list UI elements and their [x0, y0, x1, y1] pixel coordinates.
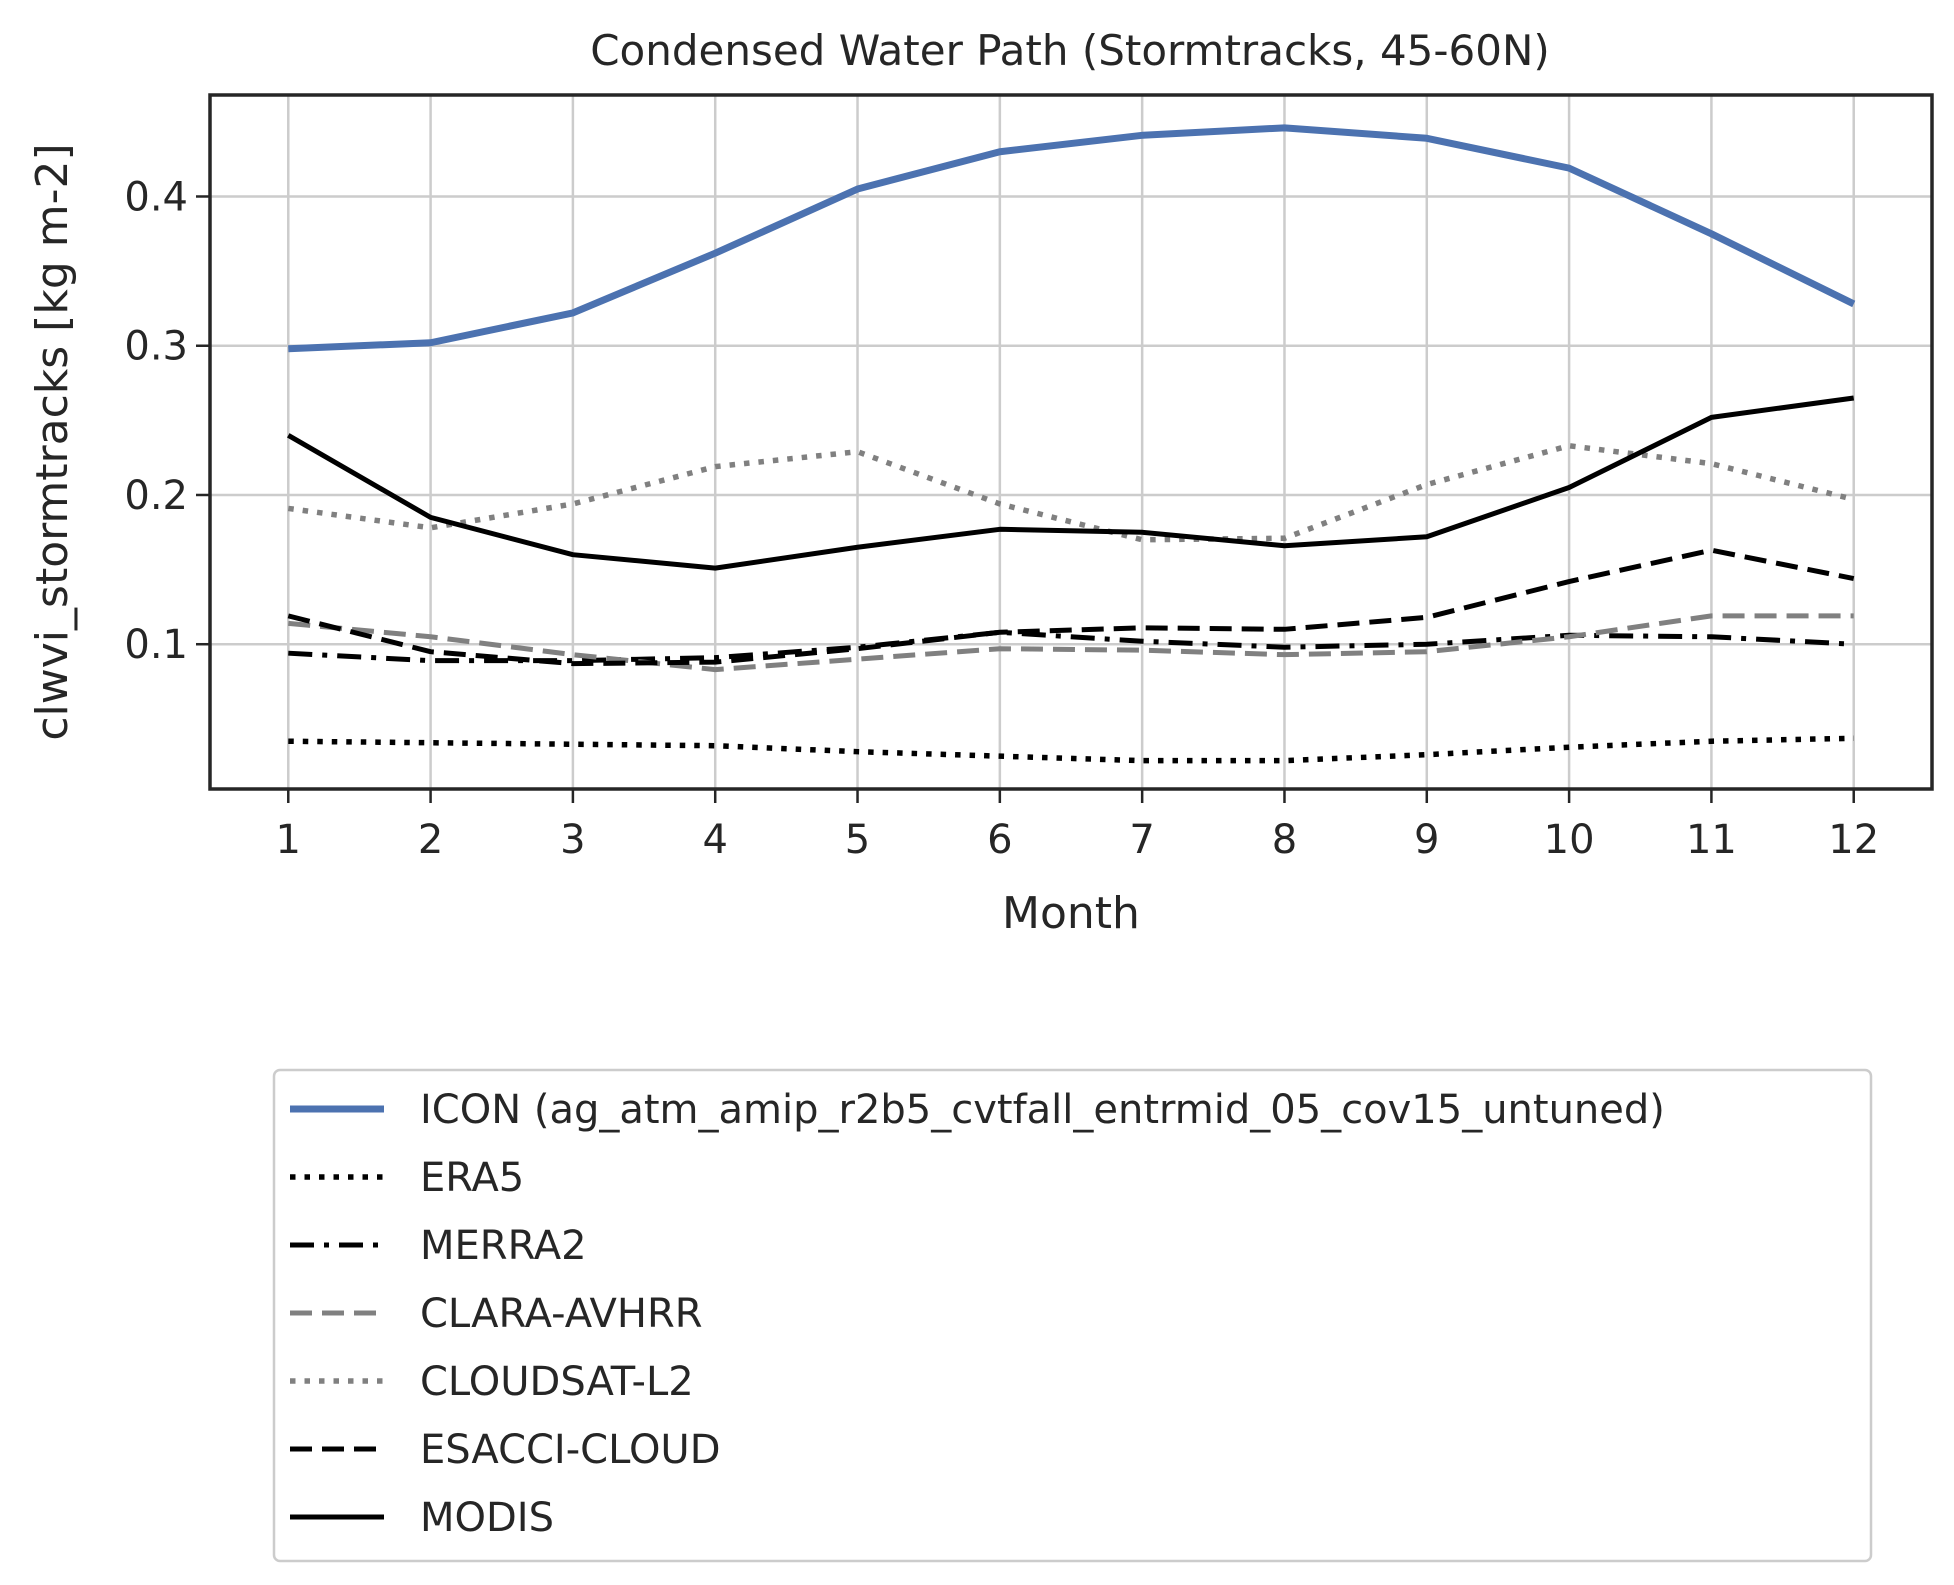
x-tick-label: 4 — [702, 817, 727, 863]
legend: ICON (ag_atm_amip_r2b5_cvtfall_entrmid_0… — [272, 1068, 1873, 1563]
axis-ticks: 1 2 3 4 5 6 7 8 9 10 11 120.10.20.30.4 — [124, 174, 1879, 863]
x-tick-label: 10 — [1544, 817, 1595, 863]
x-tick-label: 9 — [1414, 817, 1439, 863]
series-line-cloudsat-l2 — [287, 442, 1855, 543]
x-tick-label: 11 — [1686, 817, 1737, 863]
legend-label: MERRA2 — [420, 1223, 587, 1269]
legend-frame — [272, 1068, 1873, 1563]
plot-frame — [208, 93, 1934, 791]
series-line-icon-ag-atm-amip-r2b5-cvtfall-entrmid-05-cov15-untuned — [288, 124, 1856, 353]
y-tick-label: 0.1 — [124, 622, 188, 668]
legend-item: MERRA2 — [290, 1223, 587, 1269]
x-tick-label: 5 — [845, 817, 870, 863]
chart-title: Condensed Water Path (Stormtracks, 45-60… — [590, 26, 1550, 75]
legend-item: ERA5 — [290, 1155, 524, 1201]
series-line-esacci-cloud — [287, 547, 1855, 667]
y-tick-label: 0.3 — [124, 324, 188, 370]
x-tick-label: 12 — [1828, 817, 1879, 863]
y-axis-title: clwvi_stormtracks [kg m-2] — [27, 143, 78, 740]
x-tick-label: 3 — [560, 817, 585, 863]
legend-label: MODIS — [420, 1495, 554, 1541]
legend-label: ICON (ag_atm_amip_r2b5_cvtfall_entrmid_0… — [420, 1087, 1665, 1133]
legend-label: CLARA-AVHRR — [420, 1291, 703, 1337]
legend-item: CLOUDSAT-L2 — [290, 1359, 694, 1405]
x-tick-label: 1 — [276, 817, 301, 863]
x-tick-label: 6 — [987, 817, 1012, 863]
series-line-modis — [287, 395, 1855, 571]
legend-item: ICON (ag_atm_amip_r2b5_cvtfall_entrmid_0… — [290, 1087, 1665, 1133]
legend-label: ESACCI-CLOUD — [420, 1427, 721, 1473]
legend-label: ERA5 — [420, 1155, 524, 1201]
series-lines — [287, 124, 1856, 764]
legend-item: MODIS — [290, 1495, 554, 1541]
legend-label: CLOUDSAT-L2 — [420, 1359, 694, 1405]
grid — [210, 95, 1932, 789]
series-line-era5 — [288, 735, 1854, 764]
y-tick-label: 0.4 — [124, 174, 188, 220]
legend-item: ESACCI-CLOUD — [290, 1427, 721, 1473]
series-line-clara-avhrr — [288, 613, 1854, 673]
legend-item: CLARA-AVHRR — [290, 1291, 703, 1337]
x-tick-label: 7 — [1129, 817, 1154, 863]
y-tick-label: 0.2 — [124, 473, 188, 519]
x-tick-label: 8 — [1272, 817, 1297, 863]
x-axis-title: Month — [1002, 888, 1140, 939]
x-tick-label: 2 — [418, 817, 443, 863]
